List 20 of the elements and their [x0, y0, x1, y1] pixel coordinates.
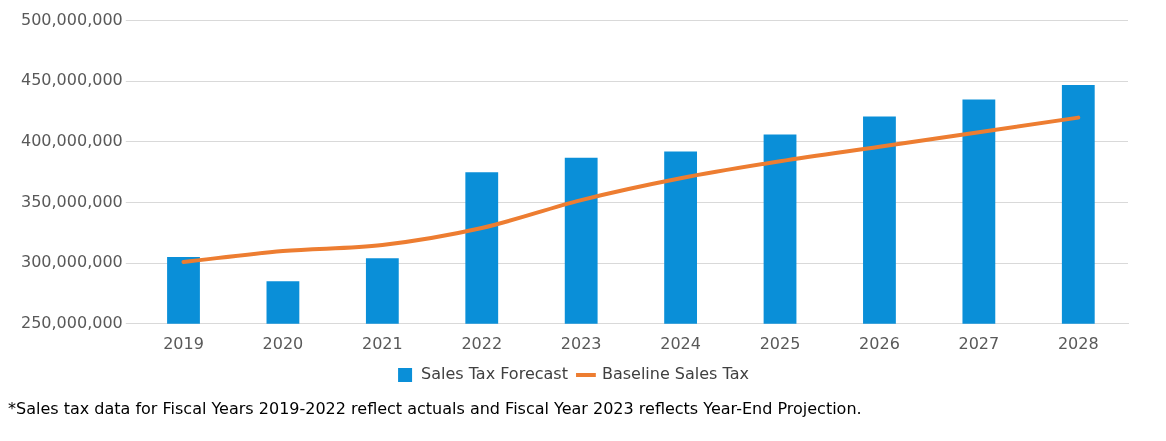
legend-label: Baseline Sales Tax [601, 364, 749, 384]
x-tick-label: 2020 [262, 333, 304, 353]
y-tick-label: 300,000,000 [20, 252, 123, 272]
y-tick-label: 400,000,000 [20, 131, 123, 151]
legend-label: Sales Tax Forecast [421, 364, 568, 384]
line-series [181, 115, 1081, 264]
x-tick-label: 2023 [560, 333, 602, 353]
y-tick-label: 500,000,000 [20, 9, 123, 29]
x-tick-label: 2027 [958, 333, 1000, 353]
x-tick-label: 2019 [163, 333, 204, 353]
x-tick-label: 2024 [660, 333, 701, 353]
x-tick-label: 2028 [1057, 333, 1099, 353]
x-tick-label: 2022 [461, 333, 503, 353]
x-tick-label: 2025 [759, 333, 801, 353]
x-tick-label: 2026 [859, 333, 900, 353]
y-tick-label: 450,000,000 [20, 70, 123, 90]
y-tick-label: 350,000,000 [20, 191, 123, 211]
x-tick-label: 2021 [361, 333, 403, 353]
y-tick-label: 250,000,000 [20, 312, 123, 332]
text: *Sales tax data for Fiscal Years 2019-2022 reflect actuals and Fiscal Year 2023 reflects Year-End Projection. [8, 399, 863, 418]
